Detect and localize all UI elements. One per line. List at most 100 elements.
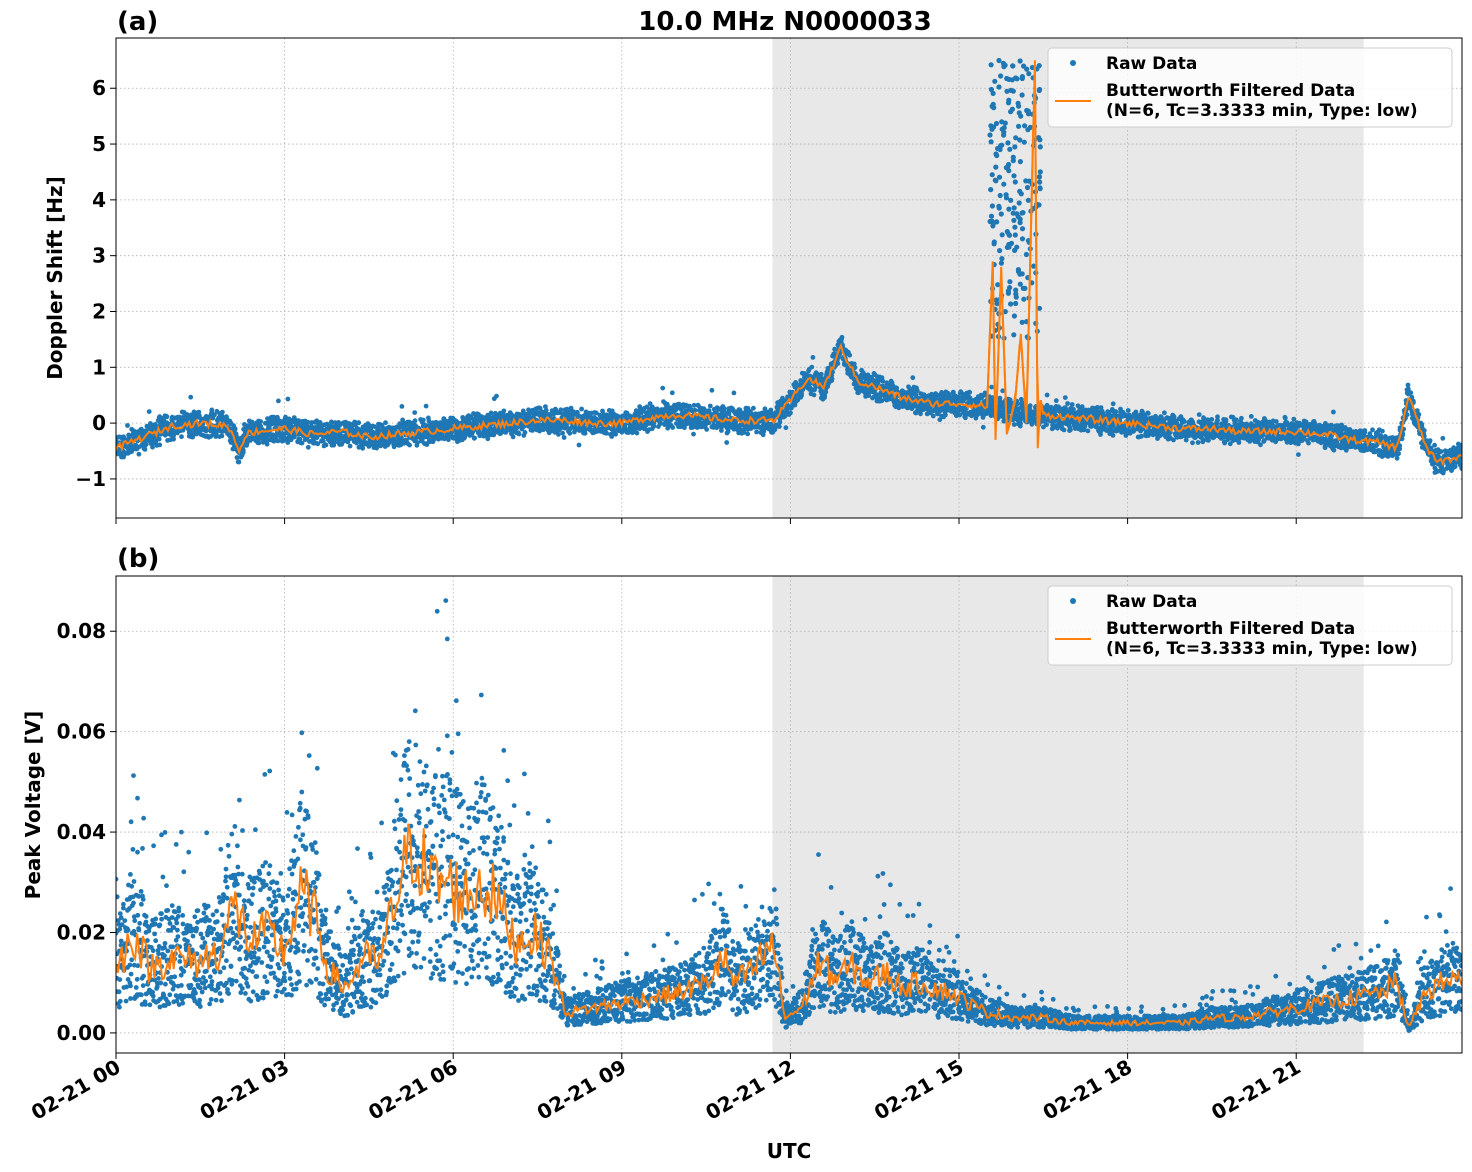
- raw-data-point: [188, 394, 194, 400]
- raw-data-point: [264, 441, 270, 447]
- raw-data-point: [556, 432, 561, 437]
- raw-data-point: [420, 417, 426, 423]
- raw-data-point: [600, 408, 605, 414]
- raw-data-point: [567, 430, 573, 436]
- raw-data-point: [415, 440, 420, 445]
- raw-data-point: [399, 404, 405, 409]
- raw-data-point: [839, 334, 845, 340]
- raw-data-point: [1110, 433, 1116, 438]
- raw-data-point: [1215, 414, 1220, 420]
- raw-data-point: [296, 418, 302, 424]
- raw-data-point: [660, 385, 666, 391]
- raw-data-point: [323, 442, 329, 448]
- raw-data-point: [568, 405, 574, 411]
- raw-data-point: [283, 414, 288, 420]
- raw-data-point: [1209, 417, 1215, 422]
- raw-data-point: [522, 430, 528, 435]
- raw-data-point: [1085, 428, 1091, 434]
- raw-data-point: [1233, 417, 1239, 423]
- raw-data-point: [276, 398, 281, 404]
- raw-data-point: [329, 419, 334, 425]
- raw-data-point: [609, 408, 615, 414]
- raw-data-point: [299, 440, 305, 446]
- raw-data-point: [516, 431, 522, 437]
- raw-data-point: [847, 352, 853, 358]
- raw-data-point: [691, 431, 696, 437]
- raw-data-point: [1162, 410, 1167, 416]
- raw-data-point: [754, 429, 759, 435]
- raw-data-point: [156, 436, 162, 442]
- raw-data-point: [472, 435, 477, 441]
- raw-data-point: [1239, 415, 1244, 421]
- raw-data-point: [1328, 422, 1334, 428]
- raw-data-point: [1362, 428, 1368, 433]
- raw-data-point: [811, 392, 817, 398]
- raw-data-point: [541, 427, 546, 433]
- raw-data-point: [1069, 402, 1075, 407]
- raw-data-point: [383, 420, 388, 426]
- raw-data-point: [305, 419, 311, 425]
- raw-data-point: [558, 407, 564, 413]
- raw-data-point: [697, 416, 703, 421]
- raw-data-point: [650, 404, 655, 410]
- raw-data-point: [704, 427, 710, 432]
- raw-data-point: [494, 393, 499, 399]
- raw-data-point: [1062, 395, 1068, 400]
- raw-data-point: [157, 442, 163, 448]
- raw-data-point: [835, 361, 841, 366]
- raw-data-point: [271, 414, 277, 420]
- raw-data-point: [579, 406, 584, 412]
- raw-data-point: [576, 442, 582, 448]
- raw-data-point: [1394, 455, 1400, 461]
- raw-data-point: [989, 384, 994, 390]
- raw-data-point: [258, 419, 264, 424]
- raw-data-point: [1380, 428, 1385, 434]
- raw-data-point: [446, 437, 451, 443]
- raw-data-point: [244, 440, 250, 446]
- raw-data-point: [910, 375, 916, 381]
- raw-data-point: [1011, 422, 1017, 427]
- raw-data-point: [219, 433, 225, 439]
- raw-data-point: [1027, 403, 1033, 409]
- raw-data-point: [670, 425, 676, 430]
- raw-data-point: [1282, 415, 1288, 421]
- raw-data-point: [462, 434, 468, 440]
- raw-data-point: [634, 430, 640, 436]
- raw-data-point: [724, 440, 730, 445]
- raw-data-point: [285, 396, 291, 402]
- raw-data-point: [1139, 433, 1144, 439]
- raw-data-point: [232, 427, 238, 432]
- raw-data-point: [1145, 411, 1151, 416]
- raw-data-point: [423, 403, 429, 409]
- raw-data-point: [256, 440, 262, 446]
- raw-data-point: [347, 443, 353, 449]
- raw-data-point: [967, 390, 972, 395]
- raw-data-point: [426, 418, 432, 424]
- raw-data-point: [593, 410, 599, 416]
- raw-data-point: [412, 418, 418, 424]
- raw-data-point: [356, 420, 361, 425]
- raw-data-point: [1125, 408, 1131, 413]
- raw-data-point: [142, 447, 148, 452]
- raw-data-point: [799, 393, 804, 398]
- raw-data-point: [726, 411, 732, 417]
- raw-data-point: [171, 436, 177, 442]
- raw-data-point: [501, 408, 507, 414]
- raw-data-point: [315, 441, 321, 447]
- raw-data-point: [1331, 447, 1337, 453]
- raw-data-point: [721, 406, 727, 411]
- raw-data-point: [613, 431, 618, 437]
- raw-data-point: [236, 459, 242, 465]
- raw-data-point: [136, 451, 142, 457]
- raw-data-point: [663, 406, 668, 411]
- raw-data-point: [777, 419, 783, 425]
- raw-data-point: [692, 407, 698, 413]
- raw-data-point: [997, 395, 1003, 401]
- raw-data-point: [709, 387, 715, 393]
- raw-data-point: [129, 449, 135, 454]
- raw-data-point: [143, 442, 149, 447]
- raw-data-point: [488, 410, 494, 416]
- raw-data-point: [412, 410, 418, 415]
- raw-data-point: [374, 445, 379, 451]
